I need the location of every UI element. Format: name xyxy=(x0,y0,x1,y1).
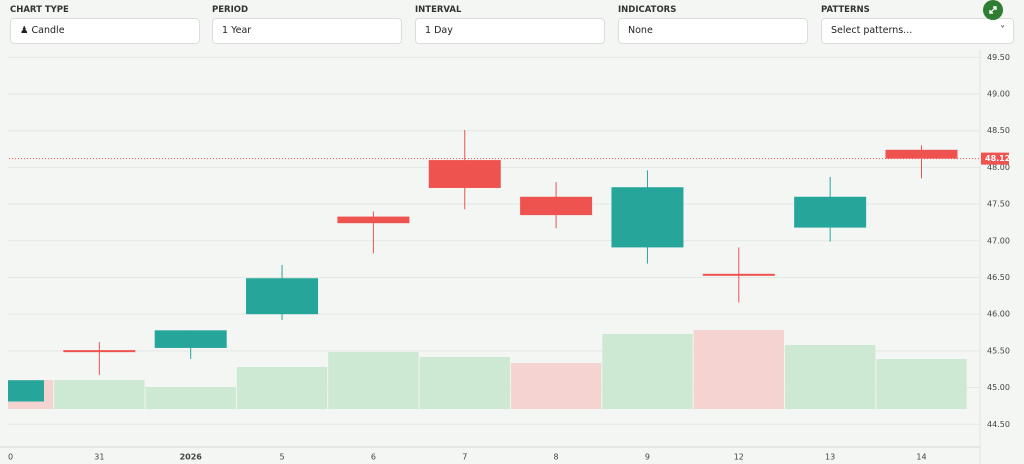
candle-body xyxy=(702,273,775,276)
x-tick-label: 12 xyxy=(734,453,744,462)
y-tick-label: 45.50 xyxy=(987,346,1010,355)
x-tick-label: 13 xyxy=(825,453,835,462)
dropdown[interactable]: 1 Year xyxy=(212,18,402,44)
volume-bar xyxy=(602,334,693,409)
volume-bar xyxy=(419,357,510,409)
last-price-label: 48.12 xyxy=(985,154,1010,163)
y-tick-label: 48.00 xyxy=(987,163,1010,172)
dropdown[interactable]: 1 Day xyxy=(415,18,605,44)
y-tick-label: 48.50 xyxy=(987,126,1010,135)
candle-body xyxy=(885,149,958,159)
y-tick-label: 47.50 xyxy=(987,200,1010,209)
dropdown[interactable]: Select patterns... ˅ xyxy=(821,18,1014,44)
y-tick-label: 46.00 xyxy=(987,310,1010,319)
candle-body xyxy=(8,380,44,402)
control-label: INDICATORS xyxy=(618,5,677,15)
volume-bar xyxy=(54,380,145,409)
y-tick-label: 47.00 xyxy=(987,236,1010,245)
dropdown-value: Candle xyxy=(31,25,65,36)
control: INDICATORS None xyxy=(618,4,808,44)
volume-bar xyxy=(693,330,784,409)
dropdown[interactable]: ♟ Candle xyxy=(10,18,200,44)
x-tick-label: 5 xyxy=(280,453,285,462)
x-tick-label: 30 xyxy=(3,453,13,462)
dropdown[interactable]: None xyxy=(618,18,808,44)
x-tick-label: 14 xyxy=(916,453,926,462)
x-tick-label: 7 xyxy=(462,453,467,462)
candle-body xyxy=(428,160,501,188)
volume-bar xyxy=(145,387,236,409)
control: CHART TYPE ♟ Candle xyxy=(10,4,200,44)
candle-icon: ♟ xyxy=(20,25,32,36)
expand-button[interactable] xyxy=(983,0,1003,20)
expand-icon xyxy=(989,6,997,14)
x-tick-label: 9 xyxy=(645,453,650,462)
candle-body xyxy=(794,196,867,228)
y-tick-label: 49.00 xyxy=(987,90,1010,99)
candle-body xyxy=(154,330,227,348)
control: PATTERNS Select patterns... ˅ xyxy=(821,4,1014,44)
control: PERIOD 1 Year xyxy=(212,4,402,44)
candle-body xyxy=(246,278,319,315)
x-tick-label: 31 xyxy=(94,453,104,462)
dropdown-value: Select patterns... xyxy=(831,25,913,36)
control-label: CHART TYPE xyxy=(10,5,69,15)
dropdown-value: 1 Day xyxy=(425,25,453,36)
volume-bar xyxy=(784,345,876,409)
volume-bar xyxy=(510,363,602,409)
y-tick-label: 46.50 xyxy=(987,273,1010,282)
control-label: INTERVAL xyxy=(415,5,462,15)
plot-area: 30 31 2026 5 6 7 8 9 12 13 14 xyxy=(3,56,980,462)
x-tick-label: 2026 xyxy=(180,453,203,462)
control: INTERVAL 1 Day xyxy=(415,4,605,44)
dropdown-value: None xyxy=(628,25,653,36)
dropdown-value: 1 Year xyxy=(222,25,252,36)
y-tick-label: 49.50 xyxy=(987,53,1010,62)
control-label: PERIOD xyxy=(212,5,249,15)
x-tick-label: 8 xyxy=(554,453,559,462)
candle-body xyxy=(63,350,136,353)
chevron: ˅ xyxy=(1000,25,1005,36)
volume-bar xyxy=(876,359,967,409)
last-price-tag xyxy=(981,152,1009,165)
control-label: PATTERNS xyxy=(821,5,870,15)
y-tick-label: 44.50 xyxy=(987,420,1010,429)
candle-body xyxy=(611,187,684,248)
candle-body xyxy=(520,196,593,216)
x-tick-label: 6 xyxy=(371,453,376,462)
y-tick-label: 45.00 xyxy=(987,383,1010,392)
volume-bar xyxy=(236,367,328,409)
candle-body xyxy=(337,216,410,224)
volume-bar xyxy=(328,352,419,409)
